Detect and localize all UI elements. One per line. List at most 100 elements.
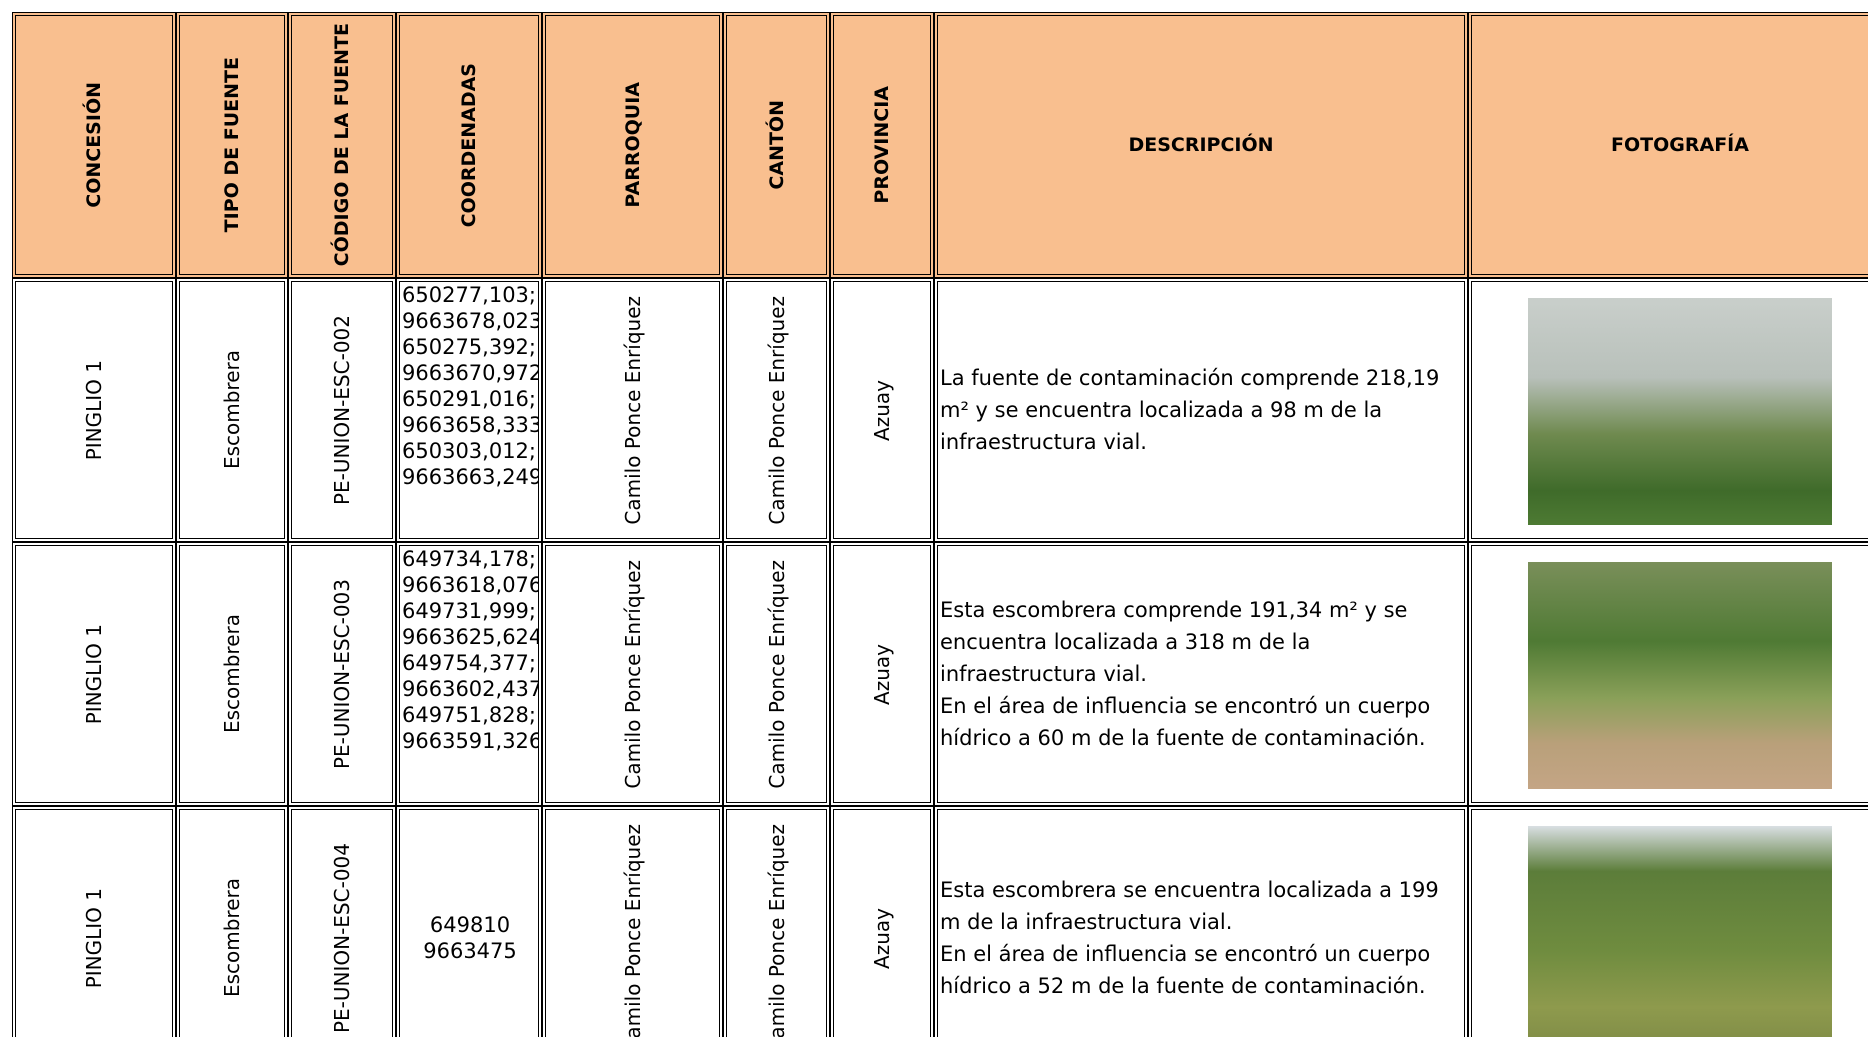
coordinate-line: 649731,999; <box>402 599 536 623</box>
header-wrap: TIPO DE FUENTE <box>180 16 284 274</box>
concesion: PINGLIO 1 <box>82 623 106 725</box>
coordinates: 649734,178; 9663618,076 649731,999; 9663625… <box>400 546 538 754</box>
coordinate-line: 649734,178; <box>402 547 536 571</box>
coordinate-line: 9663663,249 <box>402 465 542 489</box>
cell: Azuay <box>830 278 934 542</box>
description-paragraph: En el área de influencia se encontró un … <box>940 694 1431 750</box>
cell: PE-UNION-ESC-004 <box>288 806 396 1037</box>
cell-wrap: PINGLIO 1 <box>16 282 172 538</box>
cell-wrap: Camilo Ponce Enríquez <box>727 546 826 802</box>
coordinate-line: 9663602,437 <box>402 677 542 701</box>
header-wrap: CÓDIGO DE LA FUENTE <box>292 16 392 274</box>
cell: Escombrera <box>176 806 288 1037</box>
cell <box>1468 278 1868 542</box>
table-row: PINGLIO 1 Escombrera PE-UNION-ESC-004 64981… <box>12 806 1868 1037</box>
coordinate-line: 9663591,326 <box>402 729 542 753</box>
cell: Camilo Ponce Enríquez <box>723 542 830 806</box>
provincia: Azuay <box>870 907 894 969</box>
cell-wrap: Camilo Ponce Enríquez <box>546 810 719 1037</box>
header-wrap: CONCESIÓN <box>16 16 172 274</box>
coordinate-line: 650277,103; <box>402 283 536 307</box>
cell: Camilo Ponce Enríquez <box>542 542 723 806</box>
cell: Escombrera <box>176 542 288 806</box>
coordinate-line: 9663475 <box>423 939 517 963</box>
cell-wrap: Azuay <box>834 810 930 1037</box>
coordinate-line: 650291,016; <box>402 387 536 411</box>
canton: Camilo Ponce Enríquez <box>764 295 789 525</box>
tipo: Escombrera <box>220 878 244 998</box>
cell-wrap: Azuay <box>834 282 930 538</box>
cell: Camilo Ponce Enríquez <box>542 806 723 1037</box>
cell: 649810 9663475 <box>396 806 542 1037</box>
cell-wrap: PE-UNION-ESC-004 <box>292 810 392 1037</box>
coordinates: 649810 9663475 <box>400 912 538 964</box>
header-cell: CONCESIÓN <box>12 12 176 278</box>
cell: PINGLIO 1 <box>12 278 176 542</box>
parroquia: Camilo Ponce Enríquez <box>620 823 645 1037</box>
parroquia: Camilo Ponce Enríquez <box>620 559 645 789</box>
description-paragraph: La fuente de contaminación comprende 218… <box>940 366 1440 454</box>
cell-wrap: Camilo Ponce Enríquez <box>546 546 719 802</box>
cell-wrap: Camilo Ponce Enríquez <box>727 282 826 538</box>
cell: 649734,178; 9663618,076 649731,999; 9663625… <box>396 542 542 806</box>
cell: Esta escombrera se encuentra localizada … <box>934 806 1468 1037</box>
header-wrap: PARROQUIA <box>546 16 719 274</box>
header-cell: TIPO DE FUENTE <box>176 12 288 278</box>
cell: Camilo Ponce Enríquez <box>723 278 830 542</box>
cell-wrap: PE-UNION-ESC-002 <box>292 282 392 538</box>
cell-wrap: Escombrera <box>180 546 284 802</box>
cell: 650277,103; 9663678,023 650275,392; 9663670… <box>396 278 542 542</box>
table-row: PINGLIO 1 Escombrera PE-UNION-ESC-002 65027… <box>12 278 1868 542</box>
cell: PE-UNION-ESC-002 <box>288 278 396 542</box>
header-wrap: COORDENADAS <box>400 16 538 274</box>
header-text: CONCESIÓN <box>83 82 105 208</box>
header-cell: CANTÓN <box>723 12 830 278</box>
provincia: Azuay <box>870 379 894 441</box>
cell-wrap: PE-UNION-ESC-003 <box>292 546 392 802</box>
header-text: TIPO DE FUENTE <box>221 57 243 233</box>
table-row: PINGLIO 1 Escombrera PE-UNION-ESC-003 64973… <box>12 542 1868 806</box>
cell-wrap: Azuay <box>834 546 930 802</box>
codigo: PE-UNION-ESC-004 <box>330 842 354 1034</box>
concesion: PINGLIO 1 <box>82 359 106 461</box>
cell: Esta escombrera comprende 191,34 m² y se… <box>934 542 1468 806</box>
codigo: PE-UNION-ESC-002 <box>330 314 354 506</box>
header-cell: COORDENADAS <box>396 12 542 278</box>
cell: PINGLIO 1 <box>12 806 176 1037</box>
header-text: CANTÓN <box>765 100 788 190</box>
cell-wrap: Camilo Ponce Enríquez <box>727 810 826 1037</box>
cell-wrap: Escombrera <box>180 810 284 1037</box>
description-paragraph: Esta escombrera se encuentra localizada … <box>940 878 1439 934</box>
coordinate-line: 9663670,972 <box>402 361 542 385</box>
header-row: CONCESIÓN TIPO DE FUENTE CÓDIGO DE LA FUEN… <box>12 12 1868 278</box>
header-wrap: CANTÓN <box>727 16 826 274</box>
cell: Escombrera <box>176 278 288 542</box>
cell-wrap: PINGLIO 1 <box>16 546 172 802</box>
header-cell: CÓDIGO DE LA FUENTE <box>288 12 396 278</box>
cell <box>1468 542 1868 806</box>
header-cell: FOTOGRAFÍA <box>1468 12 1868 278</box>
cell: Camilo Ponce Enríquez <box>542 278 723 542</box>
description: Esta escombrera comprende 191,34 m² y se… <box>938 594 1464 754</box>
header-cell: PROVINCIA <box>830 12 934 278</box>
coordinate-line: 649751,828; <box>402 703 536 727</box>
header-cell: DESCRIPCIÓN <box>934 12 1468 278</box>
photo <box>1528 298 1832 525</box>
parroquia: Camilo Ponce Enríquez <box>620 295 645 525</box>
photo <box>1528 826 1832 1037</box>
provincia: Azuay <box>870 643 894 705</box>
description-paragraph: Esta escombrera comprende 191,34 m² y se… <box>940 598 1408 686</box>
cell: PINGLIO 1 <box>12 542 176 806</box>
table-body: PINGLIO 1 Escombrera PE-UNION-ESC-002 65027… <box>12 278 1868 1037</box>
header-text: COORDENADAS <box>458 62 480 228</box>
description-paragraph: En el área de influencia se encontró un … <box>940 942 1431 998</box>
codigo: PE-UNION-ESC-003 <box>330 578 354 770</box>
header-wrap: DESCRIPCIÓN <box>938 134 1464 156</box>
coordinate-line: 9663678,023 <box>402 309 542 333</box>
coordinates: 650277,103; 9663678,023 650275,392; 9663670… <box>400 282 538 490</box>
description: Esta escombrera se encuentra localizada … <box>938 874 1464 1002</box>
cell: La fuente de contaminación comprende 218… <box>934 278 1468 542</box>
coordinate-line: 649754,377; <box>402 651 536 675</box>
tipo: Escombrera <box>220 614 244 734</box>
